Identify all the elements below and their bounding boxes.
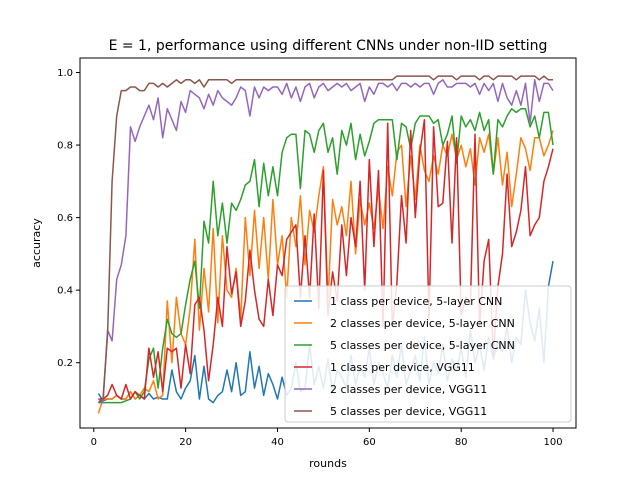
y-tick-label: 0.2 <box>57 358 73 369</box>
axes-frame <box>79 57 577 429</box>
chart-title: E = 1, performance using different CNNs … <box>109 38 548 54</box>
legend-entry-label: 5 classes per device, VGG11 <box>330 405 487 418</box>
legend-entry-label: 2 classes per device, 5-layer CNN <box>330 317 515 330</box>
series-line-5 <box>97 79 554 404</box>
legend: 1 class per device, 5-layer CNN 2 classes… <box>284 285 572 423</box>
x-tick-label: 100 <box>543 437 562 448</box>
legend-entry-label: 1 class per device, VGG11 <box>330 361 475 374</box>
y-tick-label: 1.0 <box>57 68 73 79</box>
x-axis-label: rounds <box>309 457 347 470</box>
y-tick-label: 0.4 <box>57 286 73 297</box>
y-axis-label: accuracy <box>30 218 43 268</box>
legend-entry-label: 2 classes per device, VGG11 <box>330 383 487 396</box>
y-tick-label: 0.6 <box>57 213 73 224</box>
x-tick-label: 0 <box>91 437 97 448</box>
x-tick-label: 80 <box>455 437 468 448</box>
legend-entry-label: 1 class per device, 5-layer CNN <box>330 295 502 308</box>
x-tick-label: 20 <box>179 437 192 448</box>
series-line-6 <box>97 75 553 404</box>
x-tick-label: 40 <box>271 437 284 448</box>
plot-area <box>97 75 554 414</box>
series-line-3 <box>98 108 554 404</box>
legend-box <box>284 285 572 423</box>
x-axis-ticks: 0 20 40 60 80 100 <box>91 428 563 448</box>
series-lines <box>97 75 554 414</box>
y-tick-label: 0.8 <box>57 141 73 152</box>
y-axis-ticks: 0.2 0.4 0.6 0.8 1.0 <box>57 68 80 369</box>
x-tick-label: 60 <box>363 437 376 448</box>
series-line-4 <box>98 118 554 400</box>
legend-entry-label: 5 classes per device, 5-layer CNN <box>330 339 515 352</box>
